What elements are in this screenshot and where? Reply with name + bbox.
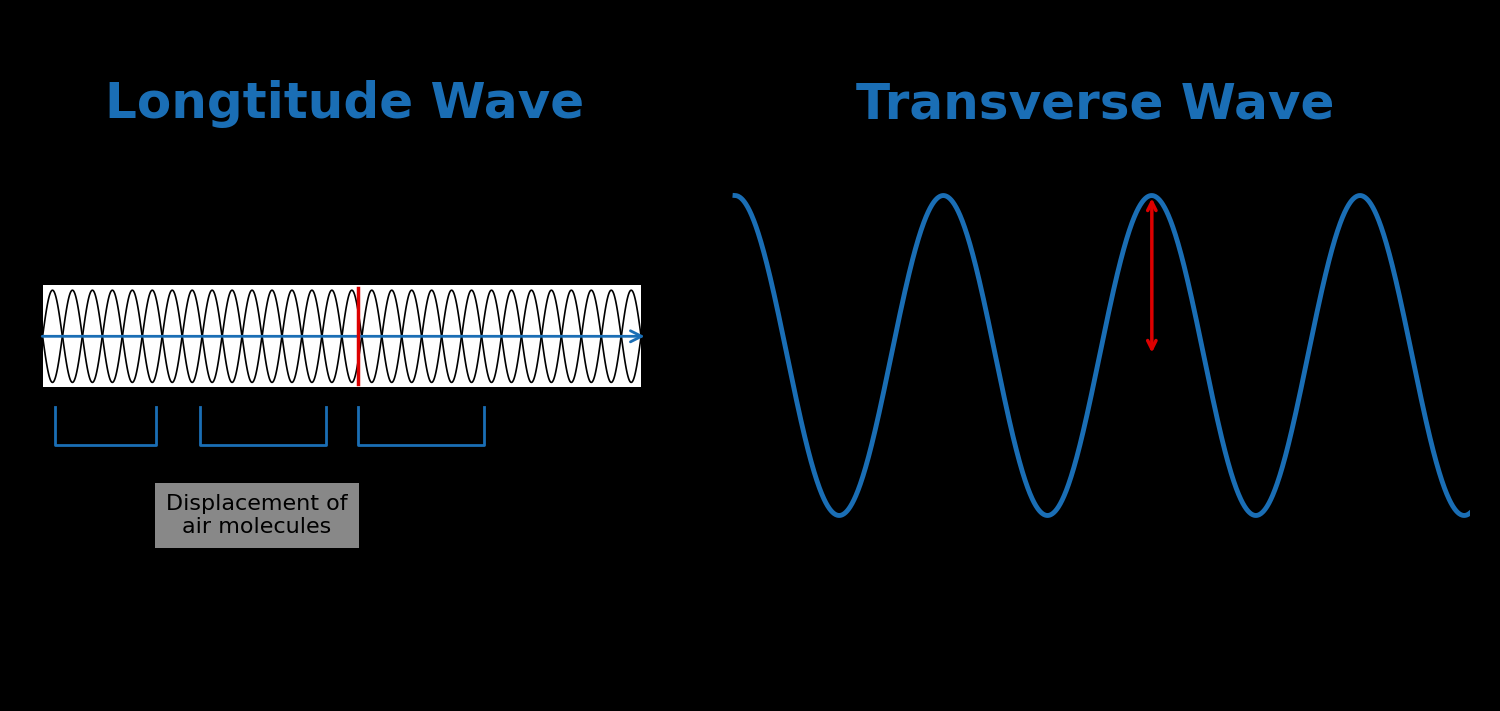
Bar <box>42 285 640 387</box>
Text: Transverse Wave: Transverse Wave <box>856 80 1334 129</box>
Text: Displacement of
air molecules: Displacement of air molecules <box>166 494 348 537</box>
Text: Longtitude Wave: Longtitude Wave <box>105 80 585 129</box>
